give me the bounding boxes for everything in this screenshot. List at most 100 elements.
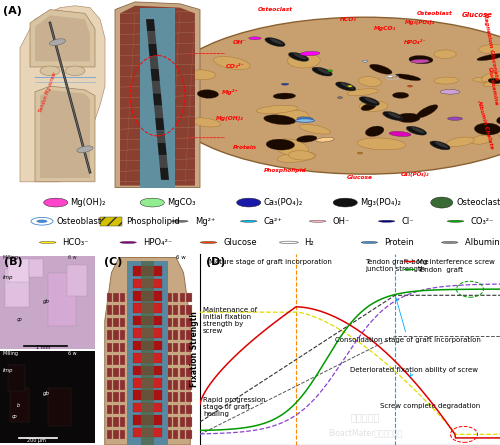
Bar: [106, 405, 112, 414]
Ellipse shape: [266, 139, 294, 150]
Ellipse shape: [392, 92, 408, 98]
Bar: [133, 417, 138, 427]
Bar: [166, 392, 172, 402]
Ellipse shape: [440, 89, 460, 94]
Ellipse shape: [359, 97, 380, 105]
Text: Deteriorated fixation ability of screw: Deteriorated fixation ability of screw: [350, 368, 478, 376]
Bar: [106, 318, 112, 328]
Bar: [133, 328, 162, 338]
Ellipse shape: [338, 97, 342, 98]
Text: cp: cp: [17, 317, 23, 322]
Bar: [153, 305, 158, 315]
Text: OH⁻: OH⁻: [332, 217, 350, 226]
Bar: [133, 366, 162, 375]
Bar: [133, 428, 162, 437]
Text: HCO₃⁻: HCO₃⁻: [340, 16, 360, 22]
Bar: [173, 380, 178, 389]
Bar: [186, 392, 192, 402]
Bar: [126, 330, 132, 340]
Bar: [160, 380, 165, 389]
Bar: [126, 417, 132, 427]
Bar: [180, 343, 185, 352]
Bar: [146, 305, 152, 315]
Bar: [146, 417, 152, 427]
Text: CO₃²⁻: CO₃²⁻: [226, 65, 244, 69]
Polygon shape: [146, 19, 155, 32]
Circle shape: [378, 220, 395, 222]
Ellipse shape: [333, 198, 357, 207]
Ellipse shape: [249, 37, 261, 40]
Bar: [120, 417, 125, 427]
Bar: [114, 417, 118, 427]
Ellipse shape: [312, 67, 332, 76]
Bar: [106, 430, 112, 439]
Bar: [146, 318, 152, 328]
Bar: [153, 417, 158, 427]
Bar: [153, 293, 158, 303]
Bar: [153, 343, 158, 352]
Bar: [114, 305, 118, 315]
Bar: [126, 318, 132, 328]
Polygon shape: [140, 8, 175, 187]
Text: Imp: Imp: [3, 368, 13, 373]
Ellipse shape: [44, 198, 68, 207]
Polygon shape: [158, 143, 166, 155]
Ellipse shape: [328, 70, 332, 72]
Bar: [166, 318, 172, 328]
Bar: [173, 368, 178, 377]
Ellipse shape: [482, 72, 500, 82]
Bar: [166, 293, 172, 303]
Bar: [126, 305, 132, 315]
Ellipse shape: [270, 38, 283, 44]
Ellipse shape: [474, 123, 500, 135]
Text: H₂: H₂: [304, 238, 314, 247]
Bar: [114, 330, 118, 340]
Bar: [173, 318, 178, 328]
Ellipse shape: [347, 89, 378, 96]
Ellipse shape: [340, 83, 354, 89]
Polygon shape: [155, 118, 164, 130]
Bar: [186, 343, 192, 352]
Bar: [186, 330, 192, 340]
Bar: [160, 305, 165, 315]
Bar: [140, 405, 145, 414]
Bar: [140, 430, 145, 439]
Ellipse shape: [274, 139, 308, 156]
Bar: [114, 343, 118, 352]
Circle shape: [240, 220, 257, 222]
Bar: [133, 291, 162, 300]
Ellipse shape: [471, 135, 492, 144]
Bar: [48, 273, 76, 326]
Text: Cl⁻: Cl⁻: [402, 217, 414, 226]
Bar: [146, 330, 152, 340]
Ellipse shape: [296, 119, 314, 122]
Bar: [180, 330, 185, 340]
Bar: [146, 380, 152, 389]
Ellipse shape: [366, 126, 384, 137]
Circle shape: [40, 241, 56, 243]
Bar: [160, 417, 165, 427]
Ellipse shape: [31, 218, 53, 225]
Polygon shape: [152, 81, 161, 93]
Ellipse shape: [434, 50, 456, 58]
Bar: [141, 261, 154, 445]
Bar: [180, 293, 185, 303]
Ellipse shape: [477, 54, 500, 61]
Circle shape: [310, 220, 326, 222]
Bar: [120, 392, 125, 402]
Bar: [114, 392, 118, 402]
Ellipse shape: [362, 60, 368, 62]
Ellipse shape: [65, 66, 85, 76]
Bar: [114, 430, 118, 439]
Ellipse shape: [358, 152, 362, 154]
Bar: [120, 293, 125, 303]
Bar: [126, 380, 132, 389]
Bar: [166, 330, 172, 340]
Bar: [133, 405, 138, 414]
Text: Glucose: Glucose: [347, 175, 373, 181]
Bar: [186, 293, 192, 303]
Circle shape: [200, 241, 217, 243]
Ellipse shape: [281, 83, 289, 85]
Polygon shape: [35, 15, 90, 61]
Bar: [133, 403, 162, 413]
